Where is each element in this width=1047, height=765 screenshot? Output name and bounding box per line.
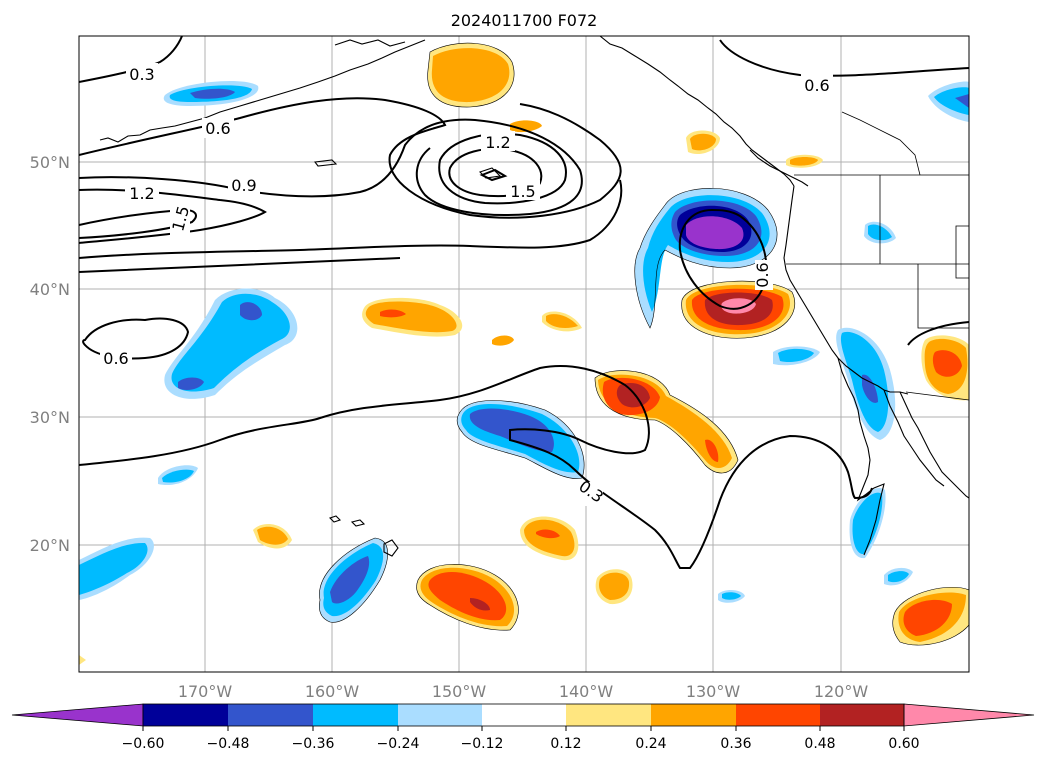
map-title: 2024011700 F072 [451, 11, 598, 30]
colorbar-tick-label: 0.60 [888, 736, 919, 752]
shaded-field [79, 43, 969, 665]
lat-label: 20°N [30, 536, 70, 555]
map-plot-area: 0.3 0.6 0.6 1.2 1.5 0.9 1.2 1.5 0.6 0.3 … [79, 36, 969, 672]
colorbar-tick-label: −0.36 [292, 736, 335, 752]
contour-label: 0.3 [129, 65, 154, 84]
colorbar-cell [398, 704, 482, 726]
colorbar-ticks [142, 726, 905, 731]
colorbar-cell [651, 704, 736, 726]
contour-label: 0.6 [205, 119, 230, 138]
colorbar-tick-label: 0.36 [720, 736, 751, 752]
colorbar-tick-label: 0.48 [804, 736, 835, 752]
colorbar-cell [228, 704, 313, 726]
contour-label: 0.6 [753, 262, 772, 287]
contour-label: 1.5 [510, 182, 535, 201]
colorbar-cell [566, 704, 651, 726]
borders [786, 111, 969, 401]
lon-label: 150°W [432, 682, 487, 701]
longitude-labels: 170°W 160°W 150°W 140°W 130°W 120°W [178, 682, 869, 701]
colorbar-tick-label: −0.48 [207, 736, 250, 752]
lat-label: 50°N [30, 153, 70, 172]
lon-label: 170°W [178, 682, 233, 701]
shading-edges [319, 42, 969, 646]
lon-label: 130°W [686, 682, 741, 701]
lon-label: 140°W [559, 682, 614, 701]
colorbar-cell [820, 704, 904, 726]
colorbar-tick-label: −0.60 [122, 736, 165, 752]
colorbar-tick-label: −0.24 [377, 736, 420, 752]
colorbar-tick-label: 0.12 [550, 736, 581, 752]
colorbar-tick-label: 0.24 [635, 736, 666, 752]
colorbar-cell [313, 704, 398, 726]
lat-label: 30°N [30, 408, 70, 427]
contour-label: 1.2 [485, 133, 510, 152]
colorbar-cell [482, 704, 566, 726]
lon-label: 120°W [814, 682, 869, 701]
map-frame [78, 35, 970, 673]
colorbar-cell [736, 704, 820, 726]
contour-lines [79, 36, 969, 569]
lon-label: 160°W [305, 682, 360, 701]
colorbar: −0.60 −0.48 −0.36 −0.24 −0.12 0.12 0.24 … [11, 703, 1035, 752]
contour-label: 0.6 [804, 76, 829, 95]
contour-label: 1.2 [129, 184, 154, 203]
colorbar-tick-label: −0.12 [461, 736, 504, 752]
colorbar-extend-low [11, 703, 144, 727]
colorbar-cell [143, 704, 228, 726]
latitude-labels: 50°N 40°N 30°N 20°N [30, 153, 70, 555]
contour-label: 0.9 [231, 176, 256, 195]
lat-label: 40°N [30, 280, 70, 299]
contour-label: 0.6 [103, 349, 128, 368]
colorbar-extend-high [903, 703, 1035, 727]
